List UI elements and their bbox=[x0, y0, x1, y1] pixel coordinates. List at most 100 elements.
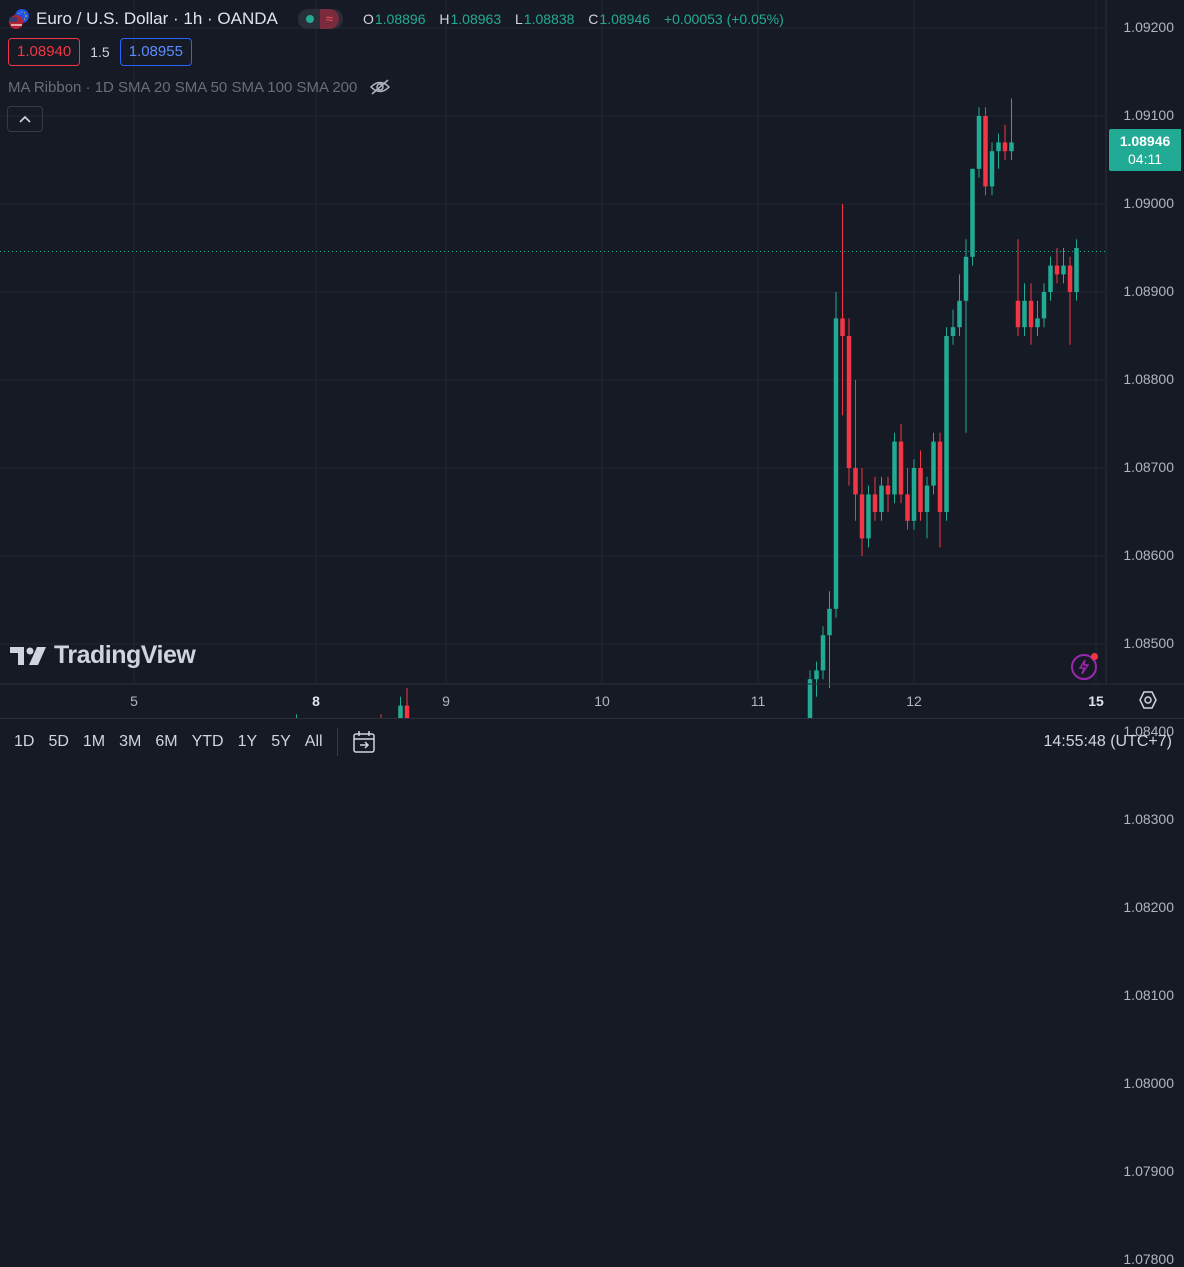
candle-body bbox=[859, 494, 865, 539]
candle-up bbox=[879, 476, 884, 521]
candle-up bbox=[1048, 256, 1053, 301]
candle-up bbox=[1061, 248, 1066, 284]
candle-body bbox=[820, 635, 826, 671]
candle-body bbox=[898, 441, 904, 495]
candle-up bbox=[924, 476, 930, 539]
candle-down bbox=[1015, 239, 1021, 336]
candlestick-chart[interactable] bbox=[0, 0, 1184, 718]
y-tick-label: 1.08200 bbox=[1123, 899, 1174, 915]
open-value: 1.08896 bbox=[374, 11, 426, 27]
period-6m-button[interactable]: 6M bbox=[155, 733, 178, 750]
x-tick-label: 8 bbox=[312, 693, 320, 709]
y-tick-label: 1.09200 bbox=[1123, 19, 1174, 35]
market-status-pill[interactable]: ≈ bbox=[297, 9, 343, 29]
candle-down bbox=[872, 476, 878, 521]
high-value: 1.08963 bbox=[450, 11, 502, 27]
date-range-icon[interactable] bbox=[352, 730, 378, 754]
candle-body bbox=[879, 485, 884, 512]
hidden-eye-icon[interactable] bbox=[369, 78, 391, 96]
candle-up bbox=[398, 696, 403, 718]
candle-body bbox=[957, 300, 962, 328]
candle-body bbox=[1054, 265, 1060, 275]
candle-up bbox=[1074, 239, 1079, 301]
candle-up bbox=[950, 309, 956, 345]
tradingview-logo[interactable]: TradingView bbox=[10, 641, 196, 670]
toolbar-separator bbox=[336, 728, 338, 756]
symbol-title[interactable]: Euro / U.S. Dollar · 1h · OANDA bbox=[36, 9, 278, 28]
candle-down bbox=[905, 468, 910, 530]
x-tick-label: 10 bbox=[594, 693, 610, 709]
candle-body bbox=[918, 468, 923, 512]
candle-up bbox=[976, 107, 982, 178]
y-tick-label: 1.08400 bbox=[1123, 723, 1174, 739]
candle-down bbox=[1054, 248, 1060, 284]
candle-body bbox=[1048, 265, 1053, 292]
y-tick-label: 1.08800 bbox=[1123, 371, 1174, 387]
y-tick-label: 1.09100 bbox=[1123, 107, 1174, 123]
candle-down bbox=[983, 107, 988, 196]
candle-body bbox=[853, 468, 858, 495]
candle-body bbox=[1009, 142, 1014, 152]
indicator-label[interactable]: MA Ribbon · 1D SMA 20 SMA 50 SMA 100 SMA… bbox=[8, 78, 358, 96]
logo-text: TradingView bbox=[54, 641, 196, 669]
notification-dot bbox=[1091, 653, 1098, 660]
currency-flags-icon bbox=[9, 9, 29, 29]
collapse-legend-button[interactable] bbox=[7, 106, 43, 132]
period-5d-button[interactable]: 5D bbox=[48, 733, 69, 750]
candle-body bbox=[840, 318, 845, 336]
y-tick-label: 1.08300 bbox=[1123, 811, 1174, 827]
candle-body bbox=[963, 256, 969, 301]
x-tick-label: 15 bbox=[1088, 693, 1104, 709]
candle-body bbox=[885, 485, 891, 495]
candle-body bbox=[1061, 265, 1066, 275]
candle-body bbox=[398, 705, 403, 718]
period-3m-button[interactable]: 3M bbox=[119, 733, 142, 750]
market-open-dot-icon bbox=[305, 15, 314, 23]
close-value: 1.08946 bbox=[599, 11, 651, 27]
period-buttons: 1D 5D 1M 3M 6M YTD 1Y 5Y All bbox=[0, 733, 323, 751]
settings-gear-icon[interactable] bbox=[1138, 690, 1158, 710]
candle-up bbox=[1009, 98, 1014, 160]
y-tick-label: 1.07900 bbox=[1123, 1163, 1174, 1179]
candle-down bbox=[853, 380, 858, 521]
candle-down bbox=[404, 688, 410, 718]
candle-up bbox=[989, 142, 995, 196]
sell-button[interactable]: 1.08940 bbox=[8, 38, 81, 66]
candle-body bbox=[937, 441, 943, 512]
candle-body bbox=[1067, 265, 1073, 292]
candle-up bbox=[1035, 300, 1040, 336]
candle-up bbox=[957, 274, 962, 336]
candle-down bbox=[1028, 283, 1034, 345]
candle-up bbox=[963, 239, 969, 433]
candle-body bbox=[911, 468, 917, 521]
period-1d-button[interactable]: 1D bbox=[14, 733, 35, 750]
period-1y-button[interactable]: 1Y bbox=[237, 733, 258, 750]
candle-down bbox=[846, 318, 852, 486]
candle-body bbox=[950, 327, 956, 336]
candle-body bbox=[944, 336, 949, 512]
chevron-up-icon bbox=[19, 115, 31, 123]
candle-body bbox=[1035, 318, 1040, 328]
period-5y-button[interactable]: 5Y bbox=[271, 733, 291, 750]
candle-up bbox=[1022, 283, 1027, 336]
candle-body bbox=[1028, 300, 1034, 328]
candle-down bbox=[840, 204, 845, 416]
period-1m-button[interactable]: 1M bbox=[82, 733, 106, 750]
y-tick-label: 1.08600 bbox=[1123, 547, 1174, 563]
candle-body bbox=[996, 142, 1001, 152]
close-label: C bbox=[588, 11, 599, 27]
candle-up bbox=[1041, 283, 1047, 328]
clock-timezone[interactable]: 14:55:48 (UTC+7) bbox=[1043, 733, 1172, 750]
candle-body bbox=[1002, 142, 1008, 152]
buy-button[interactable]: 1.08955 bbox=[119, 38, 192, 66]
y-tick-label: 1.08700 bbox=[1123, 459, 1174, 475]
lightning-alert-icon[interactable] bbox=[1071, 653, 1098, 680]
spread-value: 1.5 bbox=[90, 44, 110, 60]
candle-body bbox=[924, 485, 930, 512]
candle-body bbox=[983, 116, 988, 187]
period-ytd-button[interactable]: YTD bbox=[191, 733, 224, 750]
candle-body bbox=[931, 441, 936, 486]
candle-up bbox=[911, 459, 917, 530]
period-all-button[interactable]: All bbox=[304, 733, 323, 750]
candle-body bbox=[846, 336, 852, 468]
